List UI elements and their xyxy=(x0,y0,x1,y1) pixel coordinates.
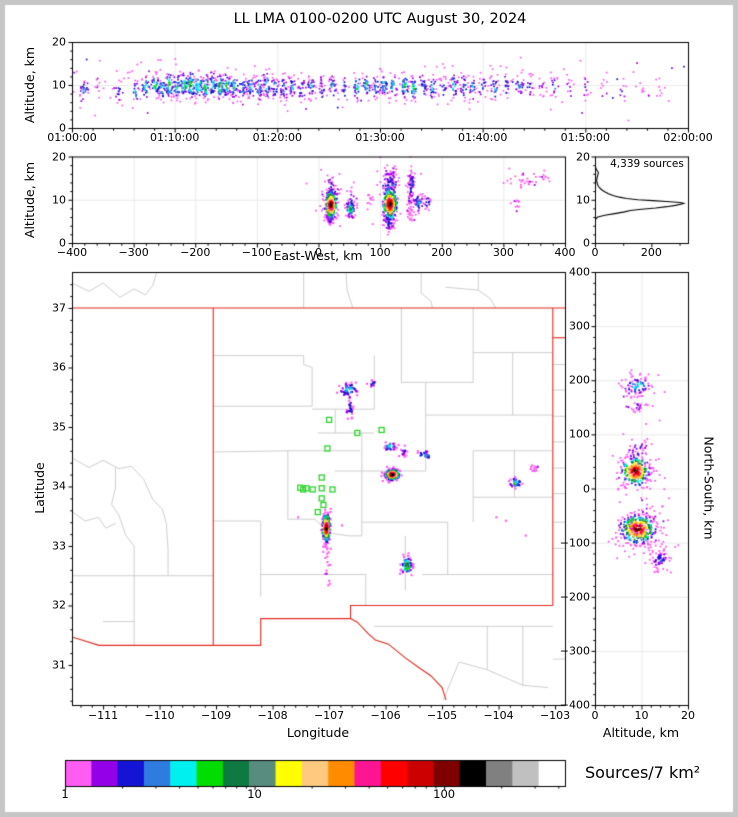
ew-panel-ylabel: Altitude, km xyxy=(21,161,37,239)
histogram-annotation: 4,339 sources xyxy=(610,158,684,170)
lon-tick-label: −110 xyxy=(144,709,175,722)
ns-tick-label: 300 xyxy=(569,319,590,333)
hist-alt-tick-label: 0 xyxy=(583,236,590,250)
east-west-height-panel xyxy=(72,156,565,243)
lon-tick-label: −111 xyxy=(87,709,119,722)
ew-tick-label: 100 xyxy=(369,246,391,259)
ns-tick-label: −100 xyxy=(559,536,590,550)
lon-tick-label: −109 xyxy=(200,709,232,722)
ew-tick-label: 300 xyxy=(492,246,514,259)
ns-alt-tick-label: 20 xyxy=(681,709,695,722)
ns-tick-label: −200 xyxy=(559,590,590,604)
ns-panel-xlabel: Altitude, km xyxy=(602,725,680,740)
lat-tick-label: 34 xyxy=(52,479,66,493)
time-alt-tick-label: 10 xyxy=(52,78,66,92)
time-tick-label: 01:10:00 xyxy=(149,131,200,144)
ew-tick-label: −100 xyxy=(241,246,272,259)
hist-alt-tick-label: 10 xyxy=(576,193,590,207)
ew-tick-label: 0 xyxy=(315,246,322,259)
map-ylabel: Latitude xyxy=(31,462,47,514)
colorbar-tick-label: 1 xyxy=(61,787,69,801)
lat-tick-label: 33 xyxy=(52,539,66,553)
plan-view-map-panel xyxy=(72,272,565,705)
ew-alt-tick-label: 10 xyxy=(52,193,66,207)
ns-alt-tick-label: 0 xyxy=(591,709,599,722)
north-south-height-panel xyxy=(595,272,688,705)
ew-alt-tick-label: 0 xyxy=(59,236,66,250)
ns-panel-ylabel: North-South, km xyxy=(701,436,717,540)
ew-tick-label: 200 xyxy=(431,246,453,259)
time-height-panel xyxy=(72,42,688,128)
colorbar xyxy=(65,760,565,786)
hist-tick-label: 0 xyxy=(591,246,599,259)
lon-tick-label: −107 xyxy=(313,709,345,722)
ns-tick-label: 100 xyxy=(569,427,590,441)
ew-panel-xlabel: East-West, km xyxy=(273,248,363,263)
ns-tick-label: −400 xyxy=(559,698,590,712)
ew-tick-label: 400 xyxy=(554,246,576,259)
time-tick-label: 01:20:00 xyxy=(252,131,303,144)
lat-tick-label: 32 xyxy=(52,598,66,612)
lon-tick-label: −104 xyxy=(483,709,514,722)
time-tick-label: 01:50:00 xyxy=(560,131,611,144)
lat-tick-label: 37 xyxy=(52,301,66,315)
map-xlabel: Longitude xyxy=(286,725,350,740)
lon-tick-label: −106 xyxy=(370,709,401,722)
time-panel-ylabel: Altitude, km xyxy=(21,46,37,124)
time-tick-label: 01:40:00 xyxy=(457,131,508,144)
ns-alt-tick-label: 10 xyxy=(634,709,649,722)
time-alt-tick-label: 0 xyxy=(59,121,66,135)
colorbar-label: Sources/7 km² xyxy=(585,763,701,782)
lon-tick-label: −108 xyxy=(257,709,288,722)
ew-tick-label: −400 xyxy=(56,246,88,259)
hist-tick-label: 200 xyxy=(640,246,662,259)
time-alt-tick-label: 20 xyxy=(52,35,66,49)
time-tick-label: 01:00:00 xyxy=(47,131,97,144)
time-tick-label: 01:30:00 xyxy=(355,131,405,144)
ew-tick-label: −300 xyxy=(118,246,149,259)
ns-tick-label: 400 xyxy=(569,265,590,279)
lat-tick-label: 35 xyxy=(52,420,66,434)
colorbar-tick-label: 100 xyxy=(433,787,456,801)
ns-tick-label: −300 xyxy=(559,644,590,658)
ew-tick-label: −200 xyxy=(180,246,211,259)
time-tick-label: 02:00:00 xyxy=(663,131,713,144)
lon-tick-label: −105 xyxy=(426,709,458,722)
lat-tick-label: 36 xyxy=(52,360,66,374)
ns-tick-label: 200 xyxy=(569,373,590,387)
ew-alt-tick-label: 20 xyxy=(52,150,66,163)
lat-tick-label: 31 xyxy=(52,658,66,672)
colorbar-tick-label: 10 xyxy=(247,787,262,801)
figure-title: LL LMA 0100-0200 UTC August 30, 2024 xyxy=(233,11,527,27)
lon-tick-label: −103 xyxy=(539,709,571,722)
ns-tick-label: 0 xyxy=(583,482,590,495)
hist-alt-tick-label: 20 xyxy=(576,150,590,163)
